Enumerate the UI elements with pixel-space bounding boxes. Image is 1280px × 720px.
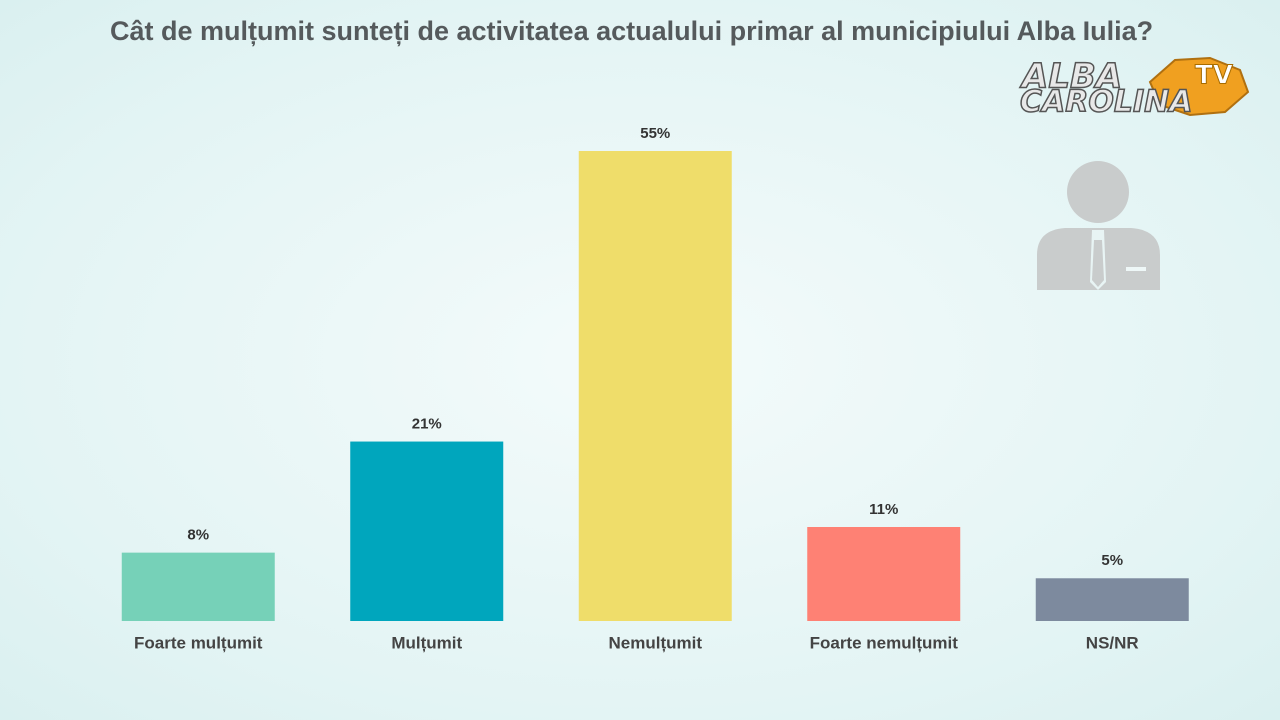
x-tick-label: Mulțumit [391, 633, 462, 652]
value-label: 5% [1101, 552, 1123, 569]
icon-pocket [1126, 267, 1146, 271]
x-tick-label: Foarte mulțumit [134, 633, 263, 652]
bar [807, 527, 961, 621]
logo-emblem [1148, 56, 1250, 117]
bar [350, 441, 504, 621]
value-label: 8% [187, 527, 209, 544]
x-tick-label: NS/NR [1086, 633, 1139, 652]
logo-line2: CAROLINA [1020, 85, 1192, 120]
logo-line1: ALBA [1019, 57, 1122, 97]
value-label: 55% [640, 125, 670, 142]
bar [121, 552, 275, 621]
chart-title: Cât de mulțumit sunteți de activitatea a… [110, 16, 1154, 46]
x-tick-label: Foarte nemulțumit [810, 633, 959, 652]
bar [578, 151, 732, 621]
logo: TV ALBA CAROLINA [1018, 56, 1250, 120]
value-label: 11% [869, 501, 898, 518]
bar [1035, 578, 1189, 621]
icon-tie [1092, 240, 1104, 287]
x-tick-label: Nemulțumit [609, 633, 703, 652]
person-icon [1037, 161, 1160, 290]
logo-badge: TV [1195, 61, 1233, 91]
icon-head [1067, 161, 1129, 223]
value-label: 21% [412, 416, 442, 433]
